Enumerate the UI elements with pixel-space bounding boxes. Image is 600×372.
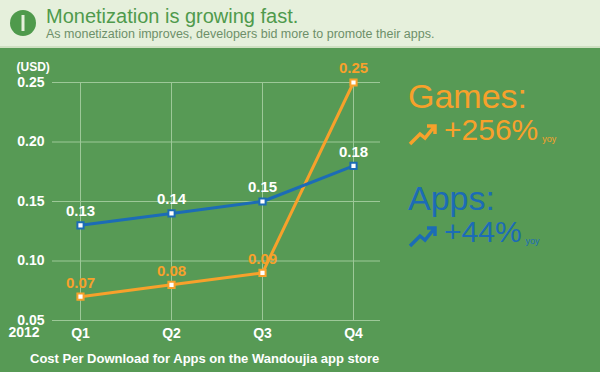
svg-text:0.09: 0.09 — [248, 250, 277, 267]
html-text:Monetization is growing fast.: Monetization is growing fast. — [46, 4, 299, 27]
svg-text:Q1: Q1 — [71, 325, 90, 341]
svg-text:0.15: 0.15 — [17, 193, 44, 209]
svg-text:0.10: 0.10 — [17, 252, 44, 268]
html-text:yoy: yoy — [525, 236, 540, 246]
html-text:yoy: yoy — [542, 134, 557, 144]
svg-text:Q4: Q4 — [344, 325, 363, 341]
svg-text:Q3: Q3 — [253, 325, 272, 341]
svg-text:0.07: 0.07 — [66, 274, 95, 291]
svg-text:0.18: 0.18 — [339, 143, 368, 160]
svg-text:0.25: 0.25 — [17, 74, 44, 90]
svg-text:0.25: 0.25 — [339, 59, 368, 76]
svg-text:0.08: 0.08 — [157, 262, 186, 279]
svg-text:2012: 2012 — [9, 324, 40, 340]
html-text:Games:: Games: — [408, 77, 527, 115]
html-text:Apps:: Apps: — [408, 179, 495, 217]
html-text:As monetization improves, deve: As monetization improves, developers bid… — [46, 26, 435, 41]
svg-text:0.20: 0.20 — [17, 133, 44, 149]
svg-text:0.14: 0.14 — [157, 190, 187, 207]
svg-text:0.05: 0.05 — [17, 312, 45, 328]
svg-text:0.15: 0.15 — [248, 178, 277, 195]
svg-text:Q2: Q2 — [162, 325, 181, 341]
html-text:Cost Per Download for Apps on: Cost Per Download for Apps on the Wandou… — [30, 351, 380, 366]
svg-text:(USD): (USD) — [17, 60, 50, 74]
svg-text:0.13: 0.13 — [66, 202, 95, 219]
html-text:+44%: +44% — [444, 215, 522, 248]
html-text:+256%: +256% — [444, 113, 539, 146]
